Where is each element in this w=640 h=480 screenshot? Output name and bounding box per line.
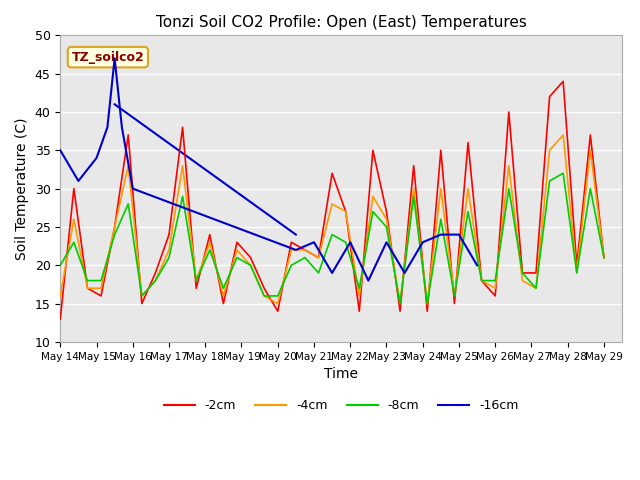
Title: Tonzi Soil CO2 Profile: Open (East) Temperatures: Tonzi Soil CO2 Profile: Open (East) Temp… bbox=[156, 15, 527, 30]
X-axis label: Time: Time bbox=[324, 367, 358, 381]
Y-axis label: Soil Temperature (C): Soil Temperature (C) bbox=[15, 118, 29, 260]
Legend: -2cm, -4cm, -8cm, -16cm: -2cm, -4cm, -8cm, -16cm bbox=[159, 394, 524, 417]
Text: TZ_soilco2: TZ_soilco2 bbox=[72, 51, 144, 64]
